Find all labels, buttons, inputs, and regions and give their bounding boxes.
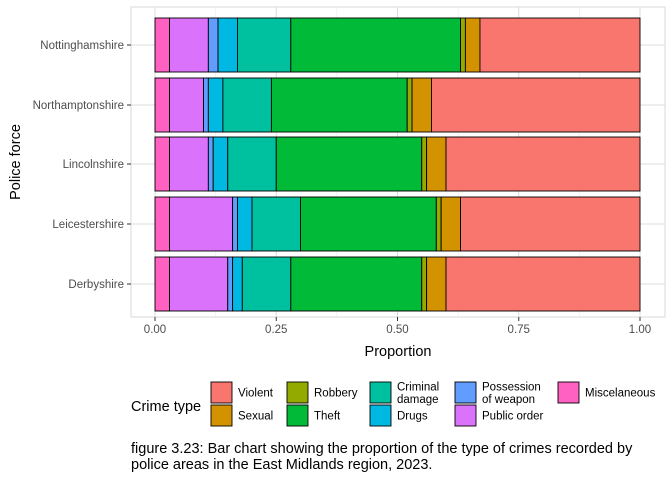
legend-label: Public order	[482, 411, 544, 423]
bar-segment	[203, 77, 209, 133]
y-tick-label: Nottinghamshire	[40, 40, 124, 52]
bar-segment	[232, 196, 238, 252]
bar-segment	[440, 196, 461, 252]
bar-segment	[445, 256, 641, 312]
legend-label: Criminal damage	[397, 382, 439, 407]
x-axis: 0.00 0.25 0.50 0.75 1.00	[144, 317, 651, 336]
legend-title: Crime type	[131, 399, 201, 415]
legend-label: Robbery	[314, 388, 358, 400]
x-tick-label: 0.75	[508, 324, 530, 336]
bar-segment	[290, 17, 461, 73]
bar-segment	[236, 196, 253, 252]
figure-caption: figure 3.23: Bar chart showing the propo…	[131, 441, 633, 473]
legend-label: Violent	[238, 388, 274, 400]
bar-segment	[464, 17, 481, 73]
bar-segment	[169, 17, 209, 73]
bars	[154, 17, 641, 312]
x-tick-label: 0.50	[386, 324, 408, 336]
bar-segment	[290, 256, 423, 312]
bar-segment	[275, 136, 423, 192]
bar-segment	[227, 256, 234, 312]
bar-segment	[169, 256, 229, 312]
bar-segment	[227, 136, 277, 192]
bar-segment	[411, 77, 432, 133]
bar-segment	[154, 17, 171, 73]
bar-segment	[421, 256, 428, 312]
y-tick-label: Derbyshire	[68, 279, 124, 291]
bar-segment	[169, 136, 209, 192]
bar-segment	[154, 196, 171, 252]
bar-segment	[207, 17, 219, 73]
bar-segment	[154, 136, 171, 192]
legend-key	[454, 404, 477, 427]
bar-segment	[222, 77, 272, 133]
bar-segment	[406, 77, 413, 133]
bar-segment	[445, 136, 641, 192]
bar-segment	[241, 256, 292, 312]
bar-segment	[207, 136, 214, 192]
bar-segment	[479, 17, 641, 73]
x-tick-label: 0.00	[144, 324, 166, 336]
legend-key	[557, 381, 580, 404]
legend-label: Theft	[314, 411, 341, 423]
bar-segment	[460, 196, 641, 252]
legend-key	[286, 404, 309, 427]
bar-segment	[217, 17, 238, 73]
bar-segment	[426, 136, 447, 192]
legend-label: Possession of weapon	[482, 382, 541, 407]
bar-segment	[236, 17, 292, 73]
x-axis-title: Proportion	[365, 344, 432, 360]
bar-segment	[232, 256, 243, 312]
y-axis-title: Police force	[8, 124, 24, 200]
bar-segment	[426, 256, 447, 312]
legend-label: Miscelaneous	[585, 388, 656, 400]
bar-segment	[207, 77, 224, 133]
legend-key	[369, 381, 392, 404]
bar-segment	[154, 256, 171, 312]
legend-key	[286, 381, 309, 404]
bar-segment	[212, 136, 229, 192]
x-tick-label: 1.00	[629, 324, 651, 336]
legend-key	[210, 381, 233, 404]
legend-key	[369, 404, 392, 427]
legend-label: Drugs	[397, 411, 428, 423]
y-axis: Nottinghamshire Northamptonshire Lincolnsh…	[33, 40, 131, 291]
bar-segment	[435, 196, 442, 252]
y-tick-label: Leicestershire	[52, 219, 124, 231]
legend-label: Sexual	[238, 411, 273, 423]
legend: Crime type Violent Sexual Robbery Theft Crim…	[131, 382, 656, 427]
y-tick-label: Lincolnshire	[63, 159, 124, 171]
bar-segment	[421, 136, 428, 192]
bar-segment	[251, 196, 301, 252]
legend-key	[210, 404, 233, 427]
bar-segment	[169, 77, 204, 133]
bar-segment	[460, 17, 466, 73]
bar-segment	[270, 77, 408, 133]
x-tick-label: 0.25	[265, 324, 287, 336]
bar-segment	[300, 196, 437, 252]
bar-segment	[154, 77, 171, 133]
bar-segment	[431, 77, 641, 133]
stacked-bar-chart: Nottinghamshire Northamptonshire Lincolnsh…	[8, 6, 666, 427]
bar-segment	[169, 196, 234, 252]
y-tick-label: Northamptonshire	[33, 100, 124, 112]
legend-key	[454, 381, 477, 404]
